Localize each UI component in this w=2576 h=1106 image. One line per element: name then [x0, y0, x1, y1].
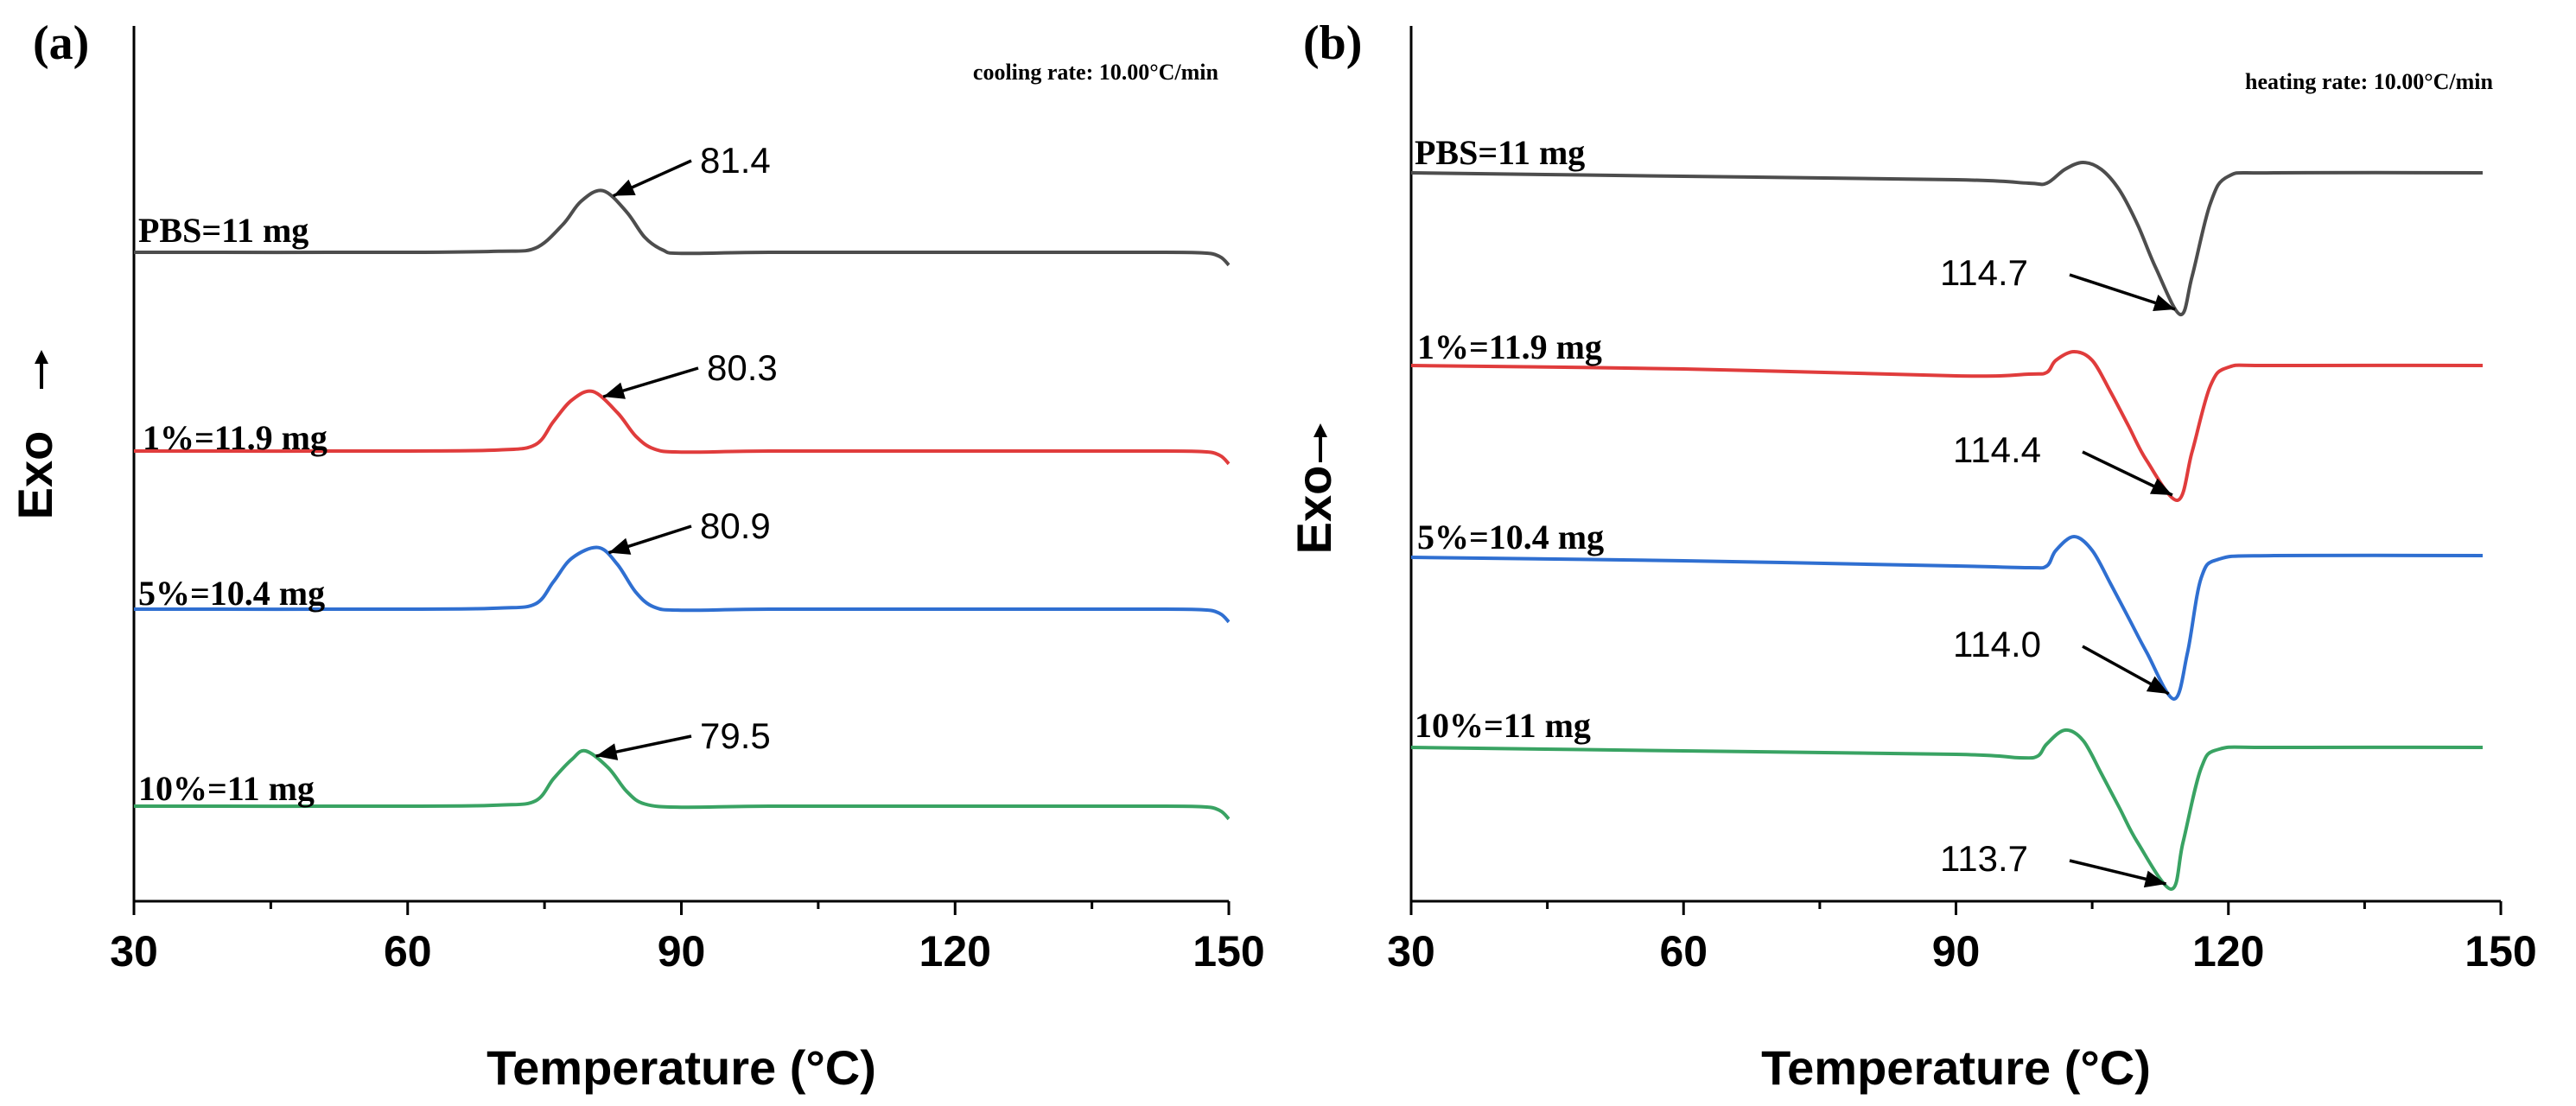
x-tick-label: 90 [658, 927, 706, 976]
panel-label: (b) [1303, 16, 1362, 70]
series-label: 10%=11 mg [138, 769, 315, 808]
series-line-3 [133, 545, 1231, 624]
x-tick-label: 150 [1193, 927, 1264, 976]
x-axis-title: Temperature (°C) [487, 1040, 876, 1095]
series-line-4 [133, 748, 1231, 821]
y-axis-title: Exo [1287, 466, 1341, 555]
series-line-2 [1410, 350, 2484, 502]
peak-arrow-head [2153, 295, 2176, 312]
series-label: 1%=11.9 mg [1417, 327, 1602, 366]
series-label: 10%=11 mg [1415, 706, 1591, 745]
rate-annotation: cooling rate: 10.00°C/min [973, 60, 1219, 85]
series-line-3 [1410, 535, 2484, 701]
chart-panel-b: 30 60 90 120 150 Temperature (°C) Exo (b) heatin… [1287, 16, 2537, 1095]
x-axis-title: Temperature (°C) [1761, 1040, 2151, 1095]
series-label: 5%=10.4 mg [1417, 518, 1604, 556]
peak-arrow-head [2143, 870, 2166, 888]
series-label: 5%=10.4 mg [138, 574, 325, 613]
x-tick-label: 120 [2192, 927, 2264, 976]
series-line-4 [1410, 728, 2484, 891]
peak-arrow-head [603, 382, 626, 399]
x-tick-label: 150 [2465, 927, 2536, 976]
peak-arrow-head [613, 179, 636, 196]
series-label: PBS=11 mg [138, 211, 308, 250]
peak-value-label: 80.9 [700, 505, 771, 546]
peak-arrow-head [595, 743, 619, 760]
x-tick-label: 60 [1659, 927, 1708, 976]
chart-panel-a: 30 60 90 120 150 Temperature (°C) Exo (a) coolin… [8, 16, 1265, 1095]
peak-arrow-head [2146, 676, 2169, 694]
x-tick-label: 90 [1932, 927, 1981, 976]
exo-arrow-head [35, 350, 48, 364]
x-tick-label: 30 [1387, 927, 1435, 976]
peak-value-label: 81.4 [700, 140, 771, 181]
peak-value-label: 79.5 [700, 715, 771, 756]
x-tick-label: 60 [384, 927, 432, 976]
peak-value-label: 114.7 [1940, 252, 2028, 293]
panel-label: (a) [33, 16, 89, 70]
peak-value-label: 113.7 [1940, 838, 2028, 879]
rate-annotation: heating rate: 10.00°C/min [2245, 69, 2494, 94]
peak-value-label: 114.0 [1953, 624, 2041, 664]
peak-value-label: 114.4 [1953, 429, 2041, 470]
series-label: 1%=11.9 mg [143, 418, 328, 457]
series-label: PBS=11 mg [1415, 133, 1585, 172]
peak-value-label: 80.3 [707, 347, 778, 388]
series-line-1 [1410, 161, 2484, 316]
x-tick-label: 30 [110, 927, 158, 976]
series-line-1 [133, 188, 1231, 267]
peak-arrow-head [2149, 478, 2172, 495]
exo-arrow-head [1313, 423, 1327, 437]
peak-arrow-head [608, 537, 632, 555]
y-axis-title: Exo [8, 431, 62, 520]
series-line-2 [133, 389, 1231, 466]
x-tick-label: 120 [919, 927, 991, 976]
